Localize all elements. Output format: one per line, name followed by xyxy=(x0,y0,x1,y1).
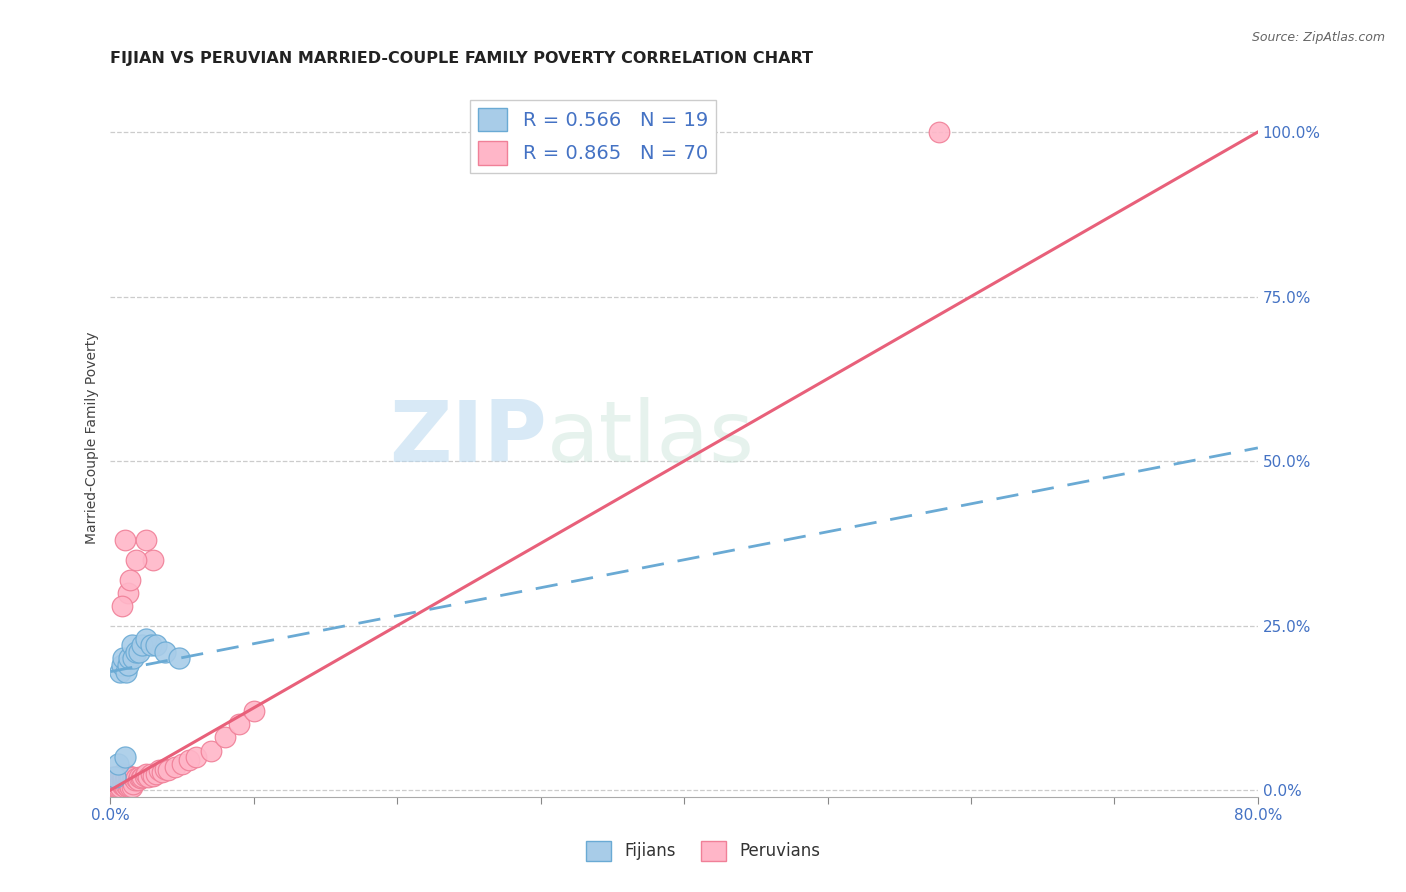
Point xyxy=(111,658,134,673)
Point xyxy=(136,770,159,784)
Point xyxy=(101,770,124,784)
Point xyxy=(112,771,135,785)
Point xyxy=(107,770,129,784)
Text: atlas: atlas xyxy=(547,397,755,480)
Point xyxy=(115,665,138,679)
Point xyxy=(114,780,136,794)
Point xyxy=(124,773,146,788)
Point xyxy=(135,632,157,646)
Point xyxy=(117,658,139,673)
Point xyxy=(150,764,173,779)
Point xyxy=(108,778,131,792)
Point xyxy=(120,780,142,794)
Point xyxy=(110,775,132,789)
Point xyxy=(186,750,208,764)
Point xyxy=(114,766,136,780)
Point xyxy=(114,750,136,764)
Point xyxy=(118,769,141,783)
Point xyxy=(105,773,128,788)
Point xyxy=(928,125,950,139)
Point xyxy=(139,638,162,652)
Point xyxy=(125,771,148,785)
Point xyxy=(135,766,157,780)
Point xyxy=(103,780,125,794)
Point xyxy=(153,762,176,776)
Point xyxy=(115,770,138,784)
Point xyxy=(125,645,148,659)
Point xyxy=(105,780,128,794)
Point xyxy=(117,771,139,785)
Point xyxy=(145,638,167,652)
Point xyxy=(104,776,127,790)
Point xyxy=(101,780,124,794)
Point xyxy=(120,770,142,784)
Point xyxy=(112,778,135,792)
Y-axis label: Married-Couple Family Poverty: Married-Couple Family Poverty xyxy=(86,332,100,544)
Point xyxy=(117,780,139,794)
Point xyxy=(214,731,236,745)
Point xyxy=(107,780,129,794)
Point xyxy=(131,770,153,784)
Point xyxy=(135,533,157,547)
Point xyxy=(121,780,143,794)
Point xyxy=(111,766,134,780)
Text: Source: ZipAtlas.com: Source: ZipAtlas.com xyxy=(1251,31,1385,45)
Point xyxy=(156,764,179,778)
Point xyxy=(118,651,141,665)
Point xyxy=(167,651,190,665)
Point xyxy=(131,638,153,652)
Point xyxy=(243,704,266,718)
Point xyxy=(129,771,152,785)
Point xyxy=(179,754,201,768)
Point xyxy=(142,769,165,783)
Text: ZIP: ZIP xyxy=(388,397,547,480)
Point xyxy=(120,573,142,587)
Point xyxy=(163,760,186,774)
Point xyxy=(125,553,148,567)
Point xyxy=(127,773,149,788)
Point xyxy=(122,776,145,790)
Point xyxy=(172,756,194,771)
Point xyxy=(148,764,170,778)
Point xyxy=(153,645,176,659)
Point xyxy=(110,665,132,679)
Point xyxy=(200,743,222,757)
Point xyxy=(117,585,139,599)
Point xyxy=(104,770,127,784)
Point xyxy=(128,645,150,659)
Point xyxy=(104,780,127,794)
Point xyxy=(103,773,125,788)
Point xyxy=(107,756,129,771)
Point xyxy=(145,766,167,780)
Point xyxy=(139,766,162,780)
Point xyxy=(122,770,145,784)
Point xyxy=(112,651,135,665)
Point xyxy=(101,776,124,790)
Point xyxy=(142,553,165,567)
Point xyxy=(114,533,136,547)
Point xyxy=(134,769,156,783)
Legend: R = 0.566   N = 19, R = 0.865   N = 70: R = 0.566 N = 19, R = 0.865 N = 70 xyxy=(470,100,716,172)
Point xyxy=(111,599,134,613)
Point xyxy=(103,776,125,790)
Point xyxy=(118,778,141,792)
Point xyxy=(111,778,134,792)
Legend: Fijians, Peruvians: Fijians, Peruvians xyxy=(579,834,827,868)
Text: FIJIAN VS PERUVIAN MARRIED-COUPLE FAMILY POVERTY CORRELATION CHART: FIJIAN VS PERUVIAN MARRIED-COUPLE FAMILY… xyxy=(111,51,814,66)
Point xyxy=(228,717,250,731)
Point xyxy=(122,651,145,665)
Point xyxy=(128,770,150,784)
Point xyxy=(111,773,134,788)
Point xyxy=(121,638,143,652)
Point xyxy=(110,780,132,794)
Point xyxy=(121,773,143,788)
Point xyxy=(115,778,138,792)
Point xyxy=(108,773,131,788)
Point xyxy=(107,776,129,790)
Point xyxy=(104,770,127,784)
Point xyxy=(114,773,136,788)
